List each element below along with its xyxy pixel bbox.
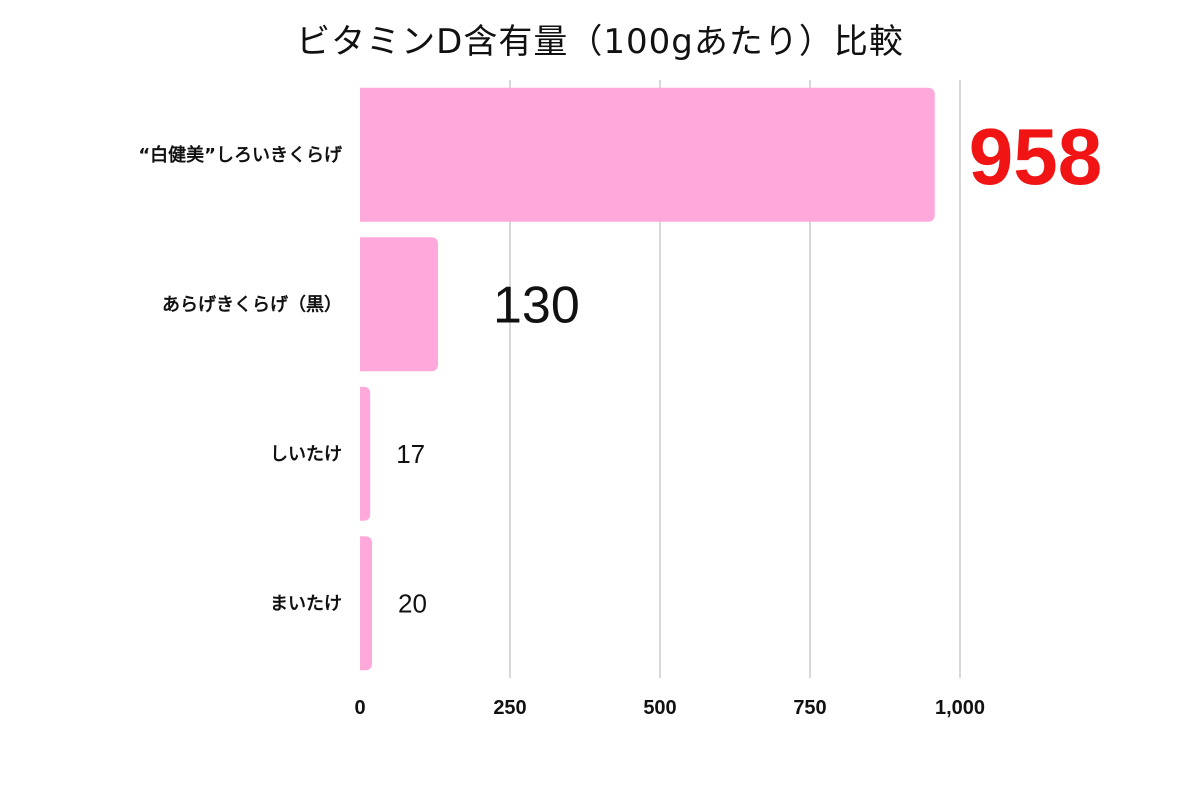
data-label: 17 (396, 439, 425, 469)
x-tick-label: 0 (354, 697, 365, 719)
data-label: 20 (398, 588, 427, 618)
x-tick-label: 750 (793, 697, 826, 719)
bar (360, 237, 438, 372)
x-tick-label: 250 (493, 697, 526, 719)
chart-title: ビタミンD含有量（100gあたり）比較 (296, 22, 904, 62)
category-label: まいたけ (270, 593, 342, 614)
bar (360, 87, 935, 222)
data-label: 130 (493, 276, 580, 334)
category-label: しいたけ (270, 444, 342, 465)
category-label: あらげきくらげ（黒） (162, 294, 342, 315)
x-tick-label: 1,000 (935, 697, 985, 719)
category-label: “白健美”しろいきくらげ (138, 144, 343, 166)
bar (360, 386, 371, 521)
data-label: 958 (969, 112, 1102, 201)
x-tick-label: 500 (643, 697, 676, 719)
bar (360, 536, 372, 671)
